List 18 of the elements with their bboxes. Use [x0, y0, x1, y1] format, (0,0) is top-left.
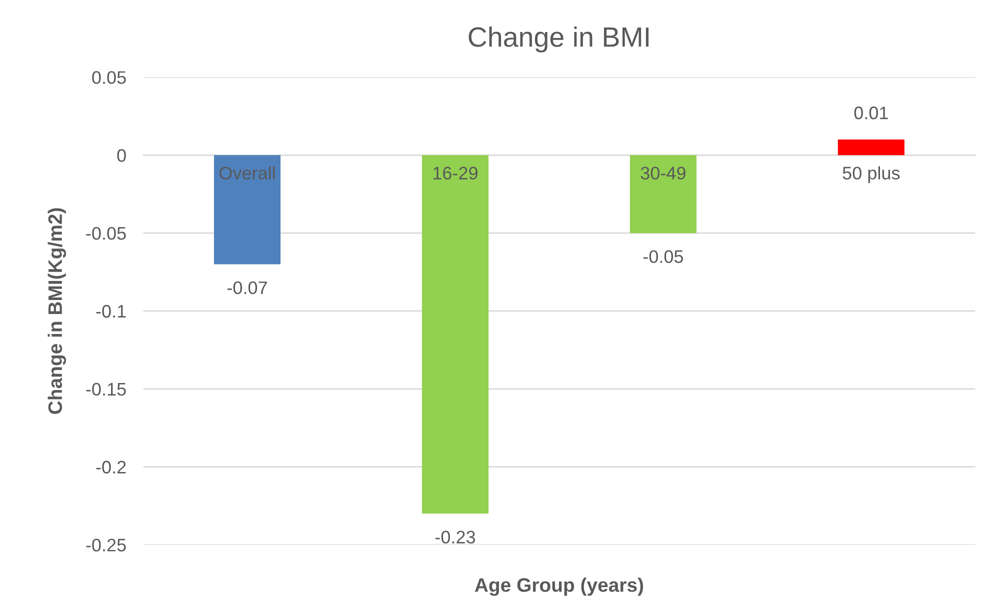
x-tick-label: Overall: [220, 166, 275, 180]
y-tick-label: -0.2: [96, 460, 126, 474]
y-tick-label: -0.25: [86, 538, 126, 552]
y-tick-label: -0.15: [86, 382, 126, 396]
x-tick-label: 30-49: [640, 166, 686, 180]
data-label: -0.23: [435, 530, 476, 544]
data-label: -0.07: [227, 281, 267, 294]
x-tick-label: 16-29: [434, 166, 478, 180]
y-tick-label: -0.05: [86, 227, 126, 240]
y-tick-label: 0: [117, 149, 126, 162]
chart-title: Change in BMI: [468, 26, 649, 52]
y-axis-title: Change in BMI(Kg/m2): [48, 208, 66, 414]
x-tick-label: 50 plus: [842, 166, 900, 184]
data-label: 0.01: [854, 106, 888, 120]
y-tick-label: 0.05: [92, 71, 126, 84]
data-label: -0.05: [643, 250, 684, 263]
y-tick-label: -0.1: [96, 304, 126, 318]
x-axis-title: Age Group (years): [474, 578, 644, 596]
